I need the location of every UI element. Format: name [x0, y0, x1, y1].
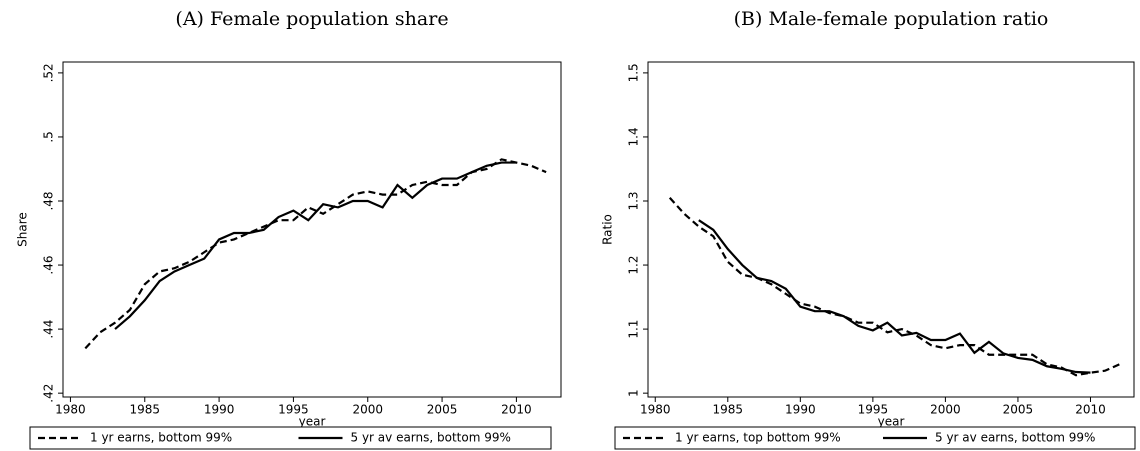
y-tick-label: .5 [42, 131, 56, 142]
legend-label: 1 yr earns, bottom 99% [90, 431, 232, 445]
x-tick-label: 2000 [352, 403, 383, 417]
x-tick-label: 2005 [427, 403, 458, 417]
x-tick-label: 1980 [55, 403, 86, 417]
y-tick-label: 1 [627, 389, 641, 397]
series-line [698, 219, 1091, 374]
chart-title: (B) Male-female population ratio [734, 8, 1049, 30]
legend-box [614, 426, 1136, 450]
y-tick-label: .48 [42, 191, 56, 210]
legend-label: 1 yr earns, top bottom 99% [675, 431, 841, 445]
y-tick-label: 1.1 [627, 320, 641, 339]
x-tick-label: 1990 [785, 403, 816, 417]
plot-frame [647, 61, 1135, 398]
series-line [84, 158, 547, 350]
y-tick-label: .52 [42, 63, 56, 82]
y-tick-label: .42 [42, 384, 56, 403]
legend-label: 5 yr av earns, bottom 99% [935, 431, 1095, 445]
y-tick-label: 1.3 [627, 191, 641, 210]
series-line [114, 161, 517, 330]
y-tick-label: 1.2 [627, 256, 641, 275]
x-tick-label: 1985 [129, 403, 160, 417]
y-axis-label: Share [16, 212, 30, 247]
legend-box [29, 426, 552, 450]
y-axis-label: Ratio [601, 214, 615, 245]
y-tick-label: .46 [42, 256, 56, 275]
y-tick-label: 1.5 [627, 63, 641, 82]
x-tick-label: 2010 [501, 403, 532, 417]
x-tick-label: 1995 [278, 403, 309, 417]
x-tick-label: 1985 [713, 403, 744, 417]
x-tick-label: 1995 [858, 403, 889, 417]
x-axis-label: year [878, 415, 905, 429]
x-axis-label: year [299, 415, 326, 429]
x-tick-label: 2000 [930, 403, 961, 417]
x-tick-label: 1980 [640, 403, 671, 417]
plot-frame [62, 61, 562, 398]
y-tick-label: .44 [42, 320, 56, 339]
chart-title: (A) Female population share [175, 8, 448, 30]
x-tick-label: 2010 [1075, 403, 1106, 417]
legend-label: 5 yr av earns, bottom 99% [351, 431, 511, 445]
x-tick-label: 1990 [204, 403, 235, 417]
x-tick-label: 2005 [1003, 403, 1034, 417]
y-tick-label: 1.4 [627, 127, 641, 146]
series-line [668, 197, 1120, 377]
